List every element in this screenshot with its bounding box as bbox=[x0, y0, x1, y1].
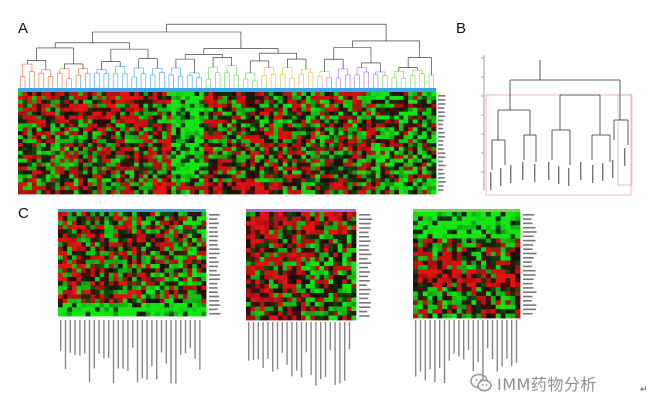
watermark-text: IMM药物分析 bbox=[497, 375, 597, 394]
panel-a-row-labels bbox=[438, 95, 446, 191]
panel-label-b: B bbox=[456, 20, 467, 37]
panel-a-cluster-bar bbox=[18, 88, 436, 92]
panel-c2-heatmap bbox=[246, 212, 357, 321]
panel-label-c: C bbox=[18, 205, 29, 222]
panel-a-dendrogram bbox=[20, 23, 434, 88]
panel-c1-labels bbox=[60, 214, 221, 384]
panel-c1-cluster-bar bbox=[58, 209, 206, 212]
panel-c3-heatmap bbox=[413, 212, 521, 319]
panel-c2-cluster-bar bbox=[246, 209, 356, 212]
panel-c1-heatmap bbox=[58, 212, 207, 317]
panel-a-heatmap bbox=[18, 92, 437, 195]
return-arrow-icon: ↵ bbox=[640, 384, 648, 394]
watermark: IMM药物分析 bbox=[470, 370, 645, 396]
panel-c2-labels bbox=[248, 214, 372, 386]
panel-c3-cluster-bar bbox=[413, 209, 520, 212]
wechat-icon bbox=[470, 373, 492, 392]
panel-b-dendrogram bbox=[481, 55, 633, 196]
panel-c3-labels bbox=[415, 214, 537, 383]
panel-label-a: A bbox=[18, 20, 29, 37]
